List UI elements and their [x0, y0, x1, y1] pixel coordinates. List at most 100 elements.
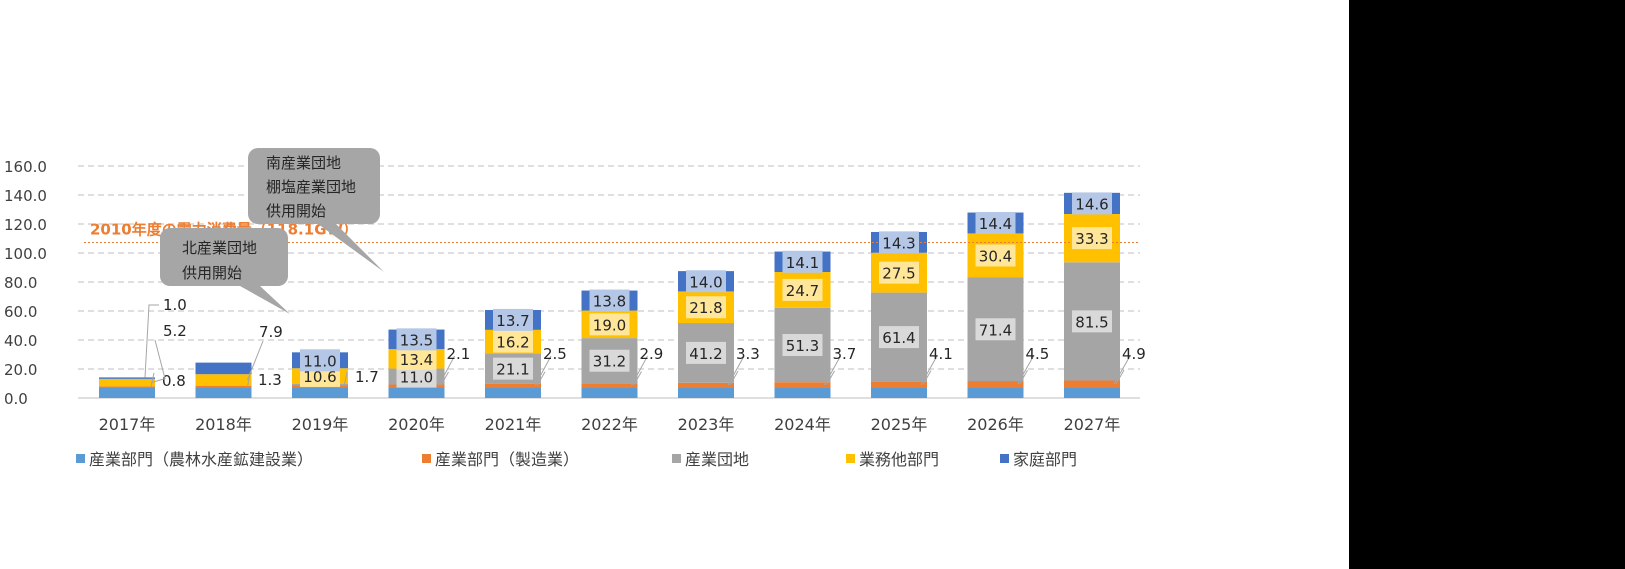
bar-segment — [678, 387, 734, 398]
data-label: 19.0 — [593, 316, 626, 334]
data-label: 7.2 — [0, 0, 24, 4]
data-label-box — [782, 250, 823, 273]
data-label: 71.4 — [979, 321, 1012, 339]
leader-line — [631, 355, 648, 386]
data-label: 7.2 — [0, 0, 24, 4]
y-tick-label: 40.0 — [4, 332, 37, 350]
bar-segment — [774, 382, 831, 388]
y-axis-tick-labels: 0.0 20.0 40.0 60.0 80.0 100.0 120.0 140.0 160.0 — [4, 158, 47, 408]
black-side-panel — [1349, 0, 1625, 569]
callout-text: 北産業団地 — [182, 239, 257, 257]
data-label: 14.1 — [786, 254, 819, 272]
data-label: 7.2 — [0, 0, 24, 4]
data-label: 13.4 — [400, 351, 433, 369]
bar-segment — [292, 387, 348, 398]
leader-line — [438, 355, 455, 387]
data-label: 7.2 — [0, 0, 24, 4]
data-label: 7.2 — [0, 0, 24, 4]
legend-swatch — [422, 454, 431, 463]
bar-segment — [195, 362, 252, 375]
x-tick-label: 2023年 — [678, 415, 735, 434]
data-label: 51.3 — [786, 337, 819, 355]
bar-segment — [967, 381, 1024, 388]
leader-line — [150, 339, 166, 384]
leader-line — [922, 370, 932, 385]
legend-label: 産業団地 — [685, 450, 749, 469]
legend: 産業部門（農林水産鉱建設業） 産業部門（製造業） 産業団地 業務他部門 家庭部門 — [76, 450, 1077, 469]
bar-segment — [1064, 380, 1120, 388]
bar-segment — [99, 387, 155, 398]
leader-line — [534, 355, 552, 386]
data-label: 3.7 — [833, 345, 857, 363]
leader-line — [150, 372, 155, 388]
data-label: 0.8 — [162, 372, 186, 390]
data-label-box — [1072, 227, 1112, 250]
bar-segment — [871, 381, 927, 388]
callout-text: 南産業団地 — [266, 154, 341, 172]
data-label: 1.0 — [0, 0, 24, 4]
data-label: 21.1 — [496, 361, 529, 379]
bar-segment — [1064, 387, 1120, 398]
leader-line — [536, 371, 546, 386]
data-label: 1.0 — [163, 296, 187, 314]
data-label: 14.4 — [979, 215, 1012, 233]
bar-segment — [388, 387, 445, 398]
data-label: 4.9 — [1122, 345, 1146, 363]
callout-text: 供用開始 — [266, 202, 326, 220]
y-tick-label: 0.0 — [4, 390, 28, 408]
bar-segment — [581, 387, 638, 398]
data-label: 4.1 — [929, 345, 953, 363]
data-label-box — [493, 357, 533, 380]
data-label-box — [493, 330, 533, 353]
data-label-box — [396, 347, 437, 370]
data-label-box — [686, 341, 726, 364]
data-label: 11.0 — [303, 352, 336, 370]
data-label: 10.6 — [303, 368, 336, 386]
leader-line — [440, 371, 449, 387]
data-label-box — [975, 318, 1016, 341]
x-tick-label: 2021年 — [485, 415, 542, 434]
bar-segment — [99, 386, 155, 388]
data-label-box — [975, 244, 1016, 267]
data-label-box — [879, 261, 919, 284]
legend-label: 産業部門（農林水産鉱建設業） — [89, 450, 313, 469]
x-tick-label: 2025年 — [871, 415, 928, 434]
y-tick-label: 100.0 — [4, 245, 47, 263]
y-tick-label: 20.0 — [4, 361, 37, 379]
data-label-box — [300, 349, 340, 372]
leader-line — [1115, 369, 1125, 385]
data-label: 7.2 — [0, 0, 24, 4]
leader-line — [247, 340, 264, 381]
leader-line — [1113, 355, 1131, 385]
bar-segment — [678, 382, 734, 388]
data-label: 41.2 — [689, 345, 722, 363]
data-label: 7.2 — [0, 0, 24, 4]
data-label: 33.3 — [1075, 230, 1108, 248]
callout-text: 供用開始 — [182, 264, 242, 282]
bar-segment — [195, 374, 252, 386]
data-label: 81.5 — [1075, 313, 1108, 331]
data-label-box — [589, 313, 630, 336]
data-label-box — [686, 296, 726, 319]
x-tick-label: 2024年 — [774, 415, 831, 434]
data-label-box — [589, 349, 630, 372]
leader-line — [1017, 355, 1034, 385]
data-label-box — [782, 334, 823, 357]
legend-swatch — [1000, 454, 1009, 463]
data-label: 14.0 — [689, 273, 722, 291]
y-tick-label: 80.0 — [4, 274, 37, 292]
data-label: 13.5 — [400, 331, 433, 349]
data-label-box — [493, 308, 533, 331]
data-label-box — [589, 289, 630, 312]
data-label-box — [1072, 310, 1112, 333]
y-tick-label: 60.0 — [4, 303, 37, 321]
x-tick-label: 2019年 — [292, 415, 349, 434]
x-tick-label: 2018年 — [195, 415, 252, 434]
legend-label: 産業部門（製造業） — [435, 450, 579, 469]
data-label: 2.9 — [640, 345, 664, 363]
bar-segment — [195, 385, 252, 388]
data-label-box — [879, 326, 919, 349]
legend-label: 家庭部門 — [1013, 450, 1077, 469]
data-label-box — [782, 278, 823, 301]
